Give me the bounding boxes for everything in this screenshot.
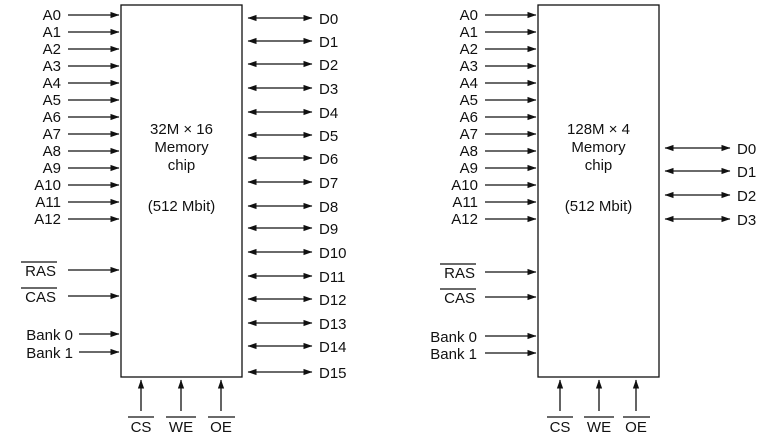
pin-label-a12: A12 xyxy=(34,211,61,228)
pin-label-cas: CAS xyxy=(444,290,475,307)
address-pins: A0 A1 A2 A3 A4 A5 A6 A7 A8 A9 A10 A11 A1… xyxy=(451,7,537,228)
pin-label-d11: D11 xyxy=(319,269,345,286)
pin-label-a7: A7 xyxy=(460,126,478,143)
pin-label-a4: A4 xyxy=(43,75,61,92)
pin-label-a2: A2 xyxy=(460,41,478,58)
pin-label-d13: D13 xyxy=(319,316,347,333)
pin-label-we: WE xyxy=(169,419,193,436)
pin-label-d7: D7 xyxy=(319,175,338,192)
pin-label-cs: CS xyxy=(131,419,152,436)
pin-label-d14: D14 xyxy=(319,339,347,356)
pin-label-d1: D1 xyxy=(737,164,756,181)
pin-label-d3: D3 xyxy=(737,212,756,229)
chip-title-line3: chip xyxy=(585,157,613,174)
pin-label-d1: D1 xyxy=(319,34,338,51)
pin-label-d15: D15 xyxy=(319,365,347,382)
pin-label-oe: OE xyxy=(210,419,232,436)
chip-128m-x4: 128M × 4 Memory chip (512 Mbit) A0 A1 A2… xyxy=(430,4,756,436)
chip-capacity: (512 Mbit) xyxy=(148,198,216,215)
pin-label-bank1: Bank 1 xyxy=(430,346,477,363)
pin-label-d4: D4 xyxy=(319,105,338,122)
chip-32m-x16: 32M × 16 Memory chip (512 Mbit) A0 A1 A2… xyxy=(21,4,347,436)
pin-label-a7: A7 xyxy=(43,126,61,143)
pin-label-a2: A2 xyxy=(43,41,61,58)
pin-label-d2: D2 xyxy=(737,188,756,205)
pin-label-a1: A1 xyxy=(460,24,478,41)
pin-label-d12: D12 xyxy=(319,292,347,309)
pin-label-a0: A0 xyxy=(460,7,478,24)
pin-label-a3: A3 xyxy=(43,58,61,75)
chip-body xyxy=(120,4,243,378)
pin-label-a4: A4 xyxy=(460,75,478,92)
pin-label-d9: D9 xyxy=(319,221,338,238)
pin-label-a10: A10 xyxy=(451,177,478,194)
pin-label-a5: A5 xyxy=(43,92,61,109)
data-pins: D0 D1 D2 D3 xyxy=(664,141,756,229)
pin-label-a0: A0 xyxy=(43,7,61,24)
pin-label-we: WE xyxy=(587,419,611,436)
bank-pins: Bank 0 Bank 1 xyxy=(430,329,537,363)
pin-label-a8: A8 xyxy=(43,143,61,160)
strobe-pins: RAS CAS xyxy=(21,261,120,306)
pin-label-a12: A12 xyxy=(451,211,478,228)
control-pins: CS WE OE xyxy=(128,379,235,436)
chip-body xyxy=(537,4,660,378)
pin-label-a3: A3 xyxy=(460,58,478,75)
pin-label-d3: D3 xyxy=(319,81,338,98)
pin-label-d2: D2 xyxy=(319,57,338,74)
pin-label-a9: A9 xyxy=(460,160,478,177)
pin-label-bank1: Bank 1 xyxy=(26,345,73,362)
pin-label-a9: A9 xyxy=(43,160,61,177)
pin-label-bank0: Bank 0 xyxy=(26,327,73,344)
chip-title-line2: Memory xyxy=(154,139,209,156)
pin-label-a10: A10 xyxy=(34,177,61,194)
pin-label-d8: D8 xyxy=(319,199,338,216)
strobe-pins: RAS CAS xyxy=(440,263,537,307)
pin-label-cas: CAS xyxy=(25,289,56,306)
pin-label-d10: D10 xyxy=(319,245,347,262)
pin-label-ras: RAS xyxy=(25,263,56,280)
pin-label-d0: D0 xyxy=(319,11,338,28)
pin-label-oe: OE xyxy=(625,419,647,436)
pin-label-a11: A11 xyxy=(452,194,478,211)
pin-label-bank0: Bank 0 xyxy=(430,329,477,346)
pin-label-a8: A8 xyxy=(460,143,478,160)
pin-label-a11: A11 xyxy=(35,194,61,211)
pin-label-d0: D0 xyxy=(737,141,756,158)
address-pins: A0 A1 A2 A3 A4 A5 A6 A7 A8 A9 A10 A11 A1… xyxy=(34,7,120,228)
pin-label-d6: D6 xyxy=(319,151,338,168)
pin-label-ras: RAS xyxy=(444,265,475,282)
chip-title-line1: 32M × 16 xyxy=(150,121,213,138)
pin-label-a6: A6 xyxy=(43,109,61,126)
control-pins: CS WE OE xyxy=(547,379,650,436)
chip-title-line2: Memory xyxy=(571,139,626,156)
pin-label-cs: CS xyxy=(550,419,571,436)
bank-pins: Bank 0 Bank 1 xyxy=(26,327,120,362)
pin-label-d5: D5 xyxy=(319,128,338,145)
data-pins: D0 D1 D2 D3 D4 D5 D6 D7 D8 D9 D10 D11 D1… xyxy=(247,11,347,382)
chip-capacity: (512 Mbit) xyxy=(565,198,633,215)
chip-title-line1: 128M × 4 xyxy=(567,121,630,138)
pin-label-a1: A1 xyxy=(43,24,61,41)
pin-label-a6: A6 xyxy=(460,109,478,126)
chip-title-line3: chip xyxy=(168,157,196,174)
pin-label-a5: A5 xyxy=(460,92,478,109)
